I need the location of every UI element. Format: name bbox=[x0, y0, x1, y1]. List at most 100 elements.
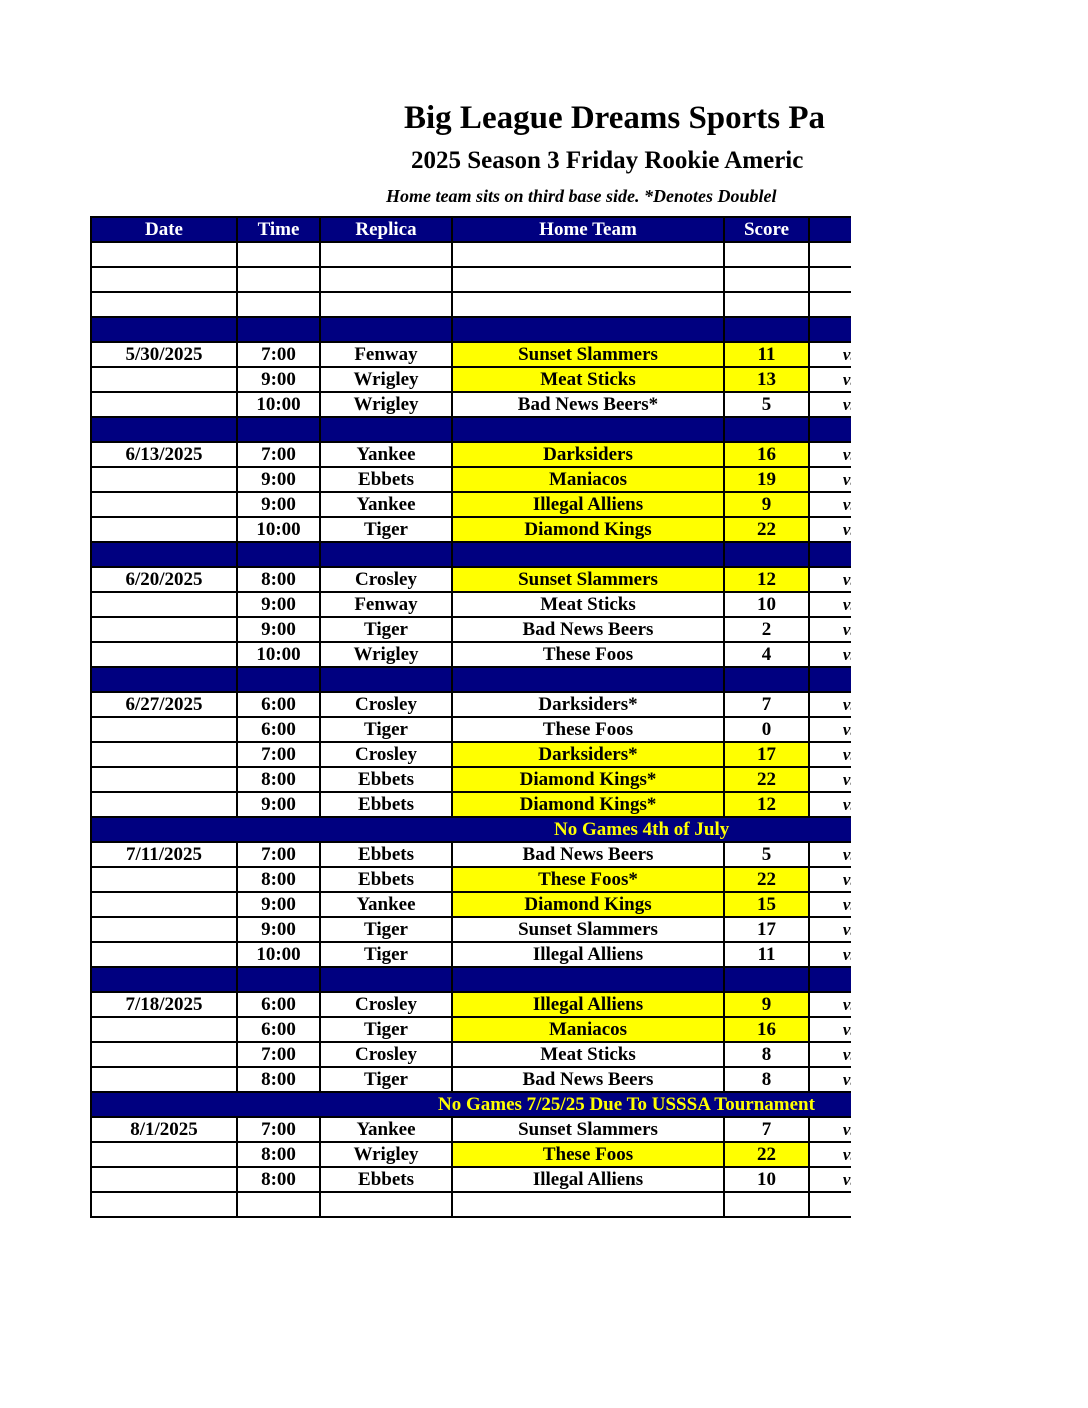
date-cell bbox=[90, 1166, 238, 1193]
team-cell: Sunset Slammers bbox=[451, 1116, 725, 1143]
score-cell: 2 bbox=[723, 616, 810, 643]
team-cell bbox=[451, 541, 725, 568]
replica-cell bbox=[319, 1191, 453, 1218]
banner-text: No Games 4th of July bbox=[554, 819, 730, 840]
date-cell: 5/30/2025 bbox=[90, 341, 238, 368]
time-cell bbox=[236, 541, 321, 568]
vs-cell: vs bbox=[808, 516, 851, 543]
score-cell: 22 bbox=[723, 766, 810, 793]
time-cell: 6:00 bbox=[236, 1016, 321, 1043]
vs-cell: vs bbox=[808, 641, 851, 668]
replica-cell: Crosley bbox=[319, 991, 453, 1018]
score-cell: 13 bbox=[723, 366, 810, 393]
replica-cell: Fenway bbox=[319, 591, 453, 618]
date-cell: 8/1/2025 bbox=[90, 1116, 238, 1143]
score-cell: 19 bbox=[723, 466, 810, 493]
time-cell: 7:00 bbox=[236, 741, 321, 768]
vs-cell bbox=[808, 241, 851, 268]
date-cell bbox=[90, 316, 238, 343]
score-cell bbox=[723, 416, 810, 443]
vs-cell bbox=[808, 1191, 851, 1218]
date-cell bbox=[90, 491, 238, 518]
vs-cell: vs bbox=[808, 766, 851, 793]
team-cell: Illegal Alliens bbox=[451, 991, 725, 1018]
team-cell: Darksiders* bbox=[451, 741, 725, 768]
team-cell: Meat Sticks bbox=[451, 366, 725, 393]
print-area: Big League Dreams Sports Pa 2025 Season … bbox=[90, 100, 851, 1218]
vs-cell bbox=[808, 541, 851, 568]
vs-cell: vs bbox=[808, 1166, 851, 1193]
vs-cell bbox=[808, 416, 851, 443]
time-cell: 7:00 bbox=[236, 1041, 321, 1068]
separator-row bbox=[90, 666, 851, 693]
banner-cell: No Games 7/25/25 Due To USSSA Tournament bbox=[90, 1091, 851, 1118]
score-cell bbox=[723, 316, 810, 343]
time-cell: 9:00 bbox=[236, 466, 321, 493]
vs-cell: vs bbox=[808, 916, 851, 943]
team-cell: These Foos* bbox=[451, 866, 725, 893]
score-cell: 16 bbox=[723, 441, 810, 468]
replica-cell bbox=[319, 316, 453, 343]
team-cell: Sunset Slammers bbox=[451, 341, 725, 368]
banner-row: No Games 7/25/25 Due To USSSA Tournament bbox=[90, 1091, 851, 1118]
team-cell bbox=[451, 416, 725, 443]
time-cell bbox=[236, 291, 321, 318]
banner-text: No Games 7/25/25 Due To USSSA Tournament bbox=[438, 1094, 815, 1115]
banner-cell: No Games 4th of July bbox=[90, 816, 851, 843]
date-cell bbox=[90, 966, 238, 993]
vs-cell: vs bbox=[808, 991, 851, 1018]
team-cell: Maniacos bbox=[451, 1016, 725, 1043]
replica-cell: Yankee bbox=[319, 441, 453, 468]
vs-cell: vs bbox=[808, 566, 851, 593]
vs-cell: vs bbox=[808, 841, 851, 868]
date-cell: 7/18/2025 bbox=[90, 991, 238, 1018]
team-cell bbox=[451, 291, 725, 318]
date-cell: 6/20/2025 bbox=[90, 566, 238, 593]
time-cell bbox=[236, 966, 321, 993]
time-cell: 9:00 bbox=[236, 616, 321, 643]
replica-cell: Crosley bbox=[319, 691, 453, 718]
replica-cell bbox=[319, 966, 453, 993]
team-cell: Meat Sticks bbox=[451, 1041, 725, 1068]
time-cell: 8:00 bbox=[236, 1166, 321, 1193]
vs-cell: vs bbox=[808, 791, 851, 818]
replica-cell bbox=[319, 416, 453, 443]
replica-cell: Yankee bbox=[319, 1116, 453, 1143]
replica-cell: Crosley bbox=[319, 1041, 453, 1068]
page-note: Home team sits on third base side. *Deno… bbox=[386, 186, 777, 206]
team-cell: Illegal Alliens bbox=[451, 941, 725, 968]
score-cell: 0 bbox=[723, 716, 810, 743]
team-cell bbox=[451, 1191, 725, 1218]
replica-cell bbox=[319, 541, 453, 568]
time-cell: 9:00 bbox=[236, 916, 321, 943]
score-cell bbox=[723, 241, 810, 268]
vs-cell: vs bbox=[808, 941, 851, 968]
vs-cell: vs bbox=[808, 1041, 851, 1068]
vs-cell: vs bbox=[808, 341, 851, 368]
score-cell bbox=[723, 666, 810, 693]
team-cell: Darksiders bbox=[451, 441, 725, 468]
time-cell: 8:00 bbox=[236, 566, 321, 593]
date-cell bbox=[90, 741, 238, 768]
time-cell: 7:00 bbox=[236, 341, 321, 368]
vs-cell bbox=[808, 316, 851, 343]
blank-row bbox=[90, 266, 851, 293]
team-cell: Diamond Kings* bbox=[451, 791, 725, 818]
score-cell bbox=[723, 1191, 810, 1218]
vs-cell: vs bbox=[808, 1016, 851, 1043]
replica-cell bbox=[319, 241, 453, 268]
time-cell bbox=[236, 316, 321, 343]
date-cell bbox=[90, 866, 238, 893]
replica-cell bbox=[319, 266, 453, 293]
separator-row bbox=[90, 966, 851, 993]
